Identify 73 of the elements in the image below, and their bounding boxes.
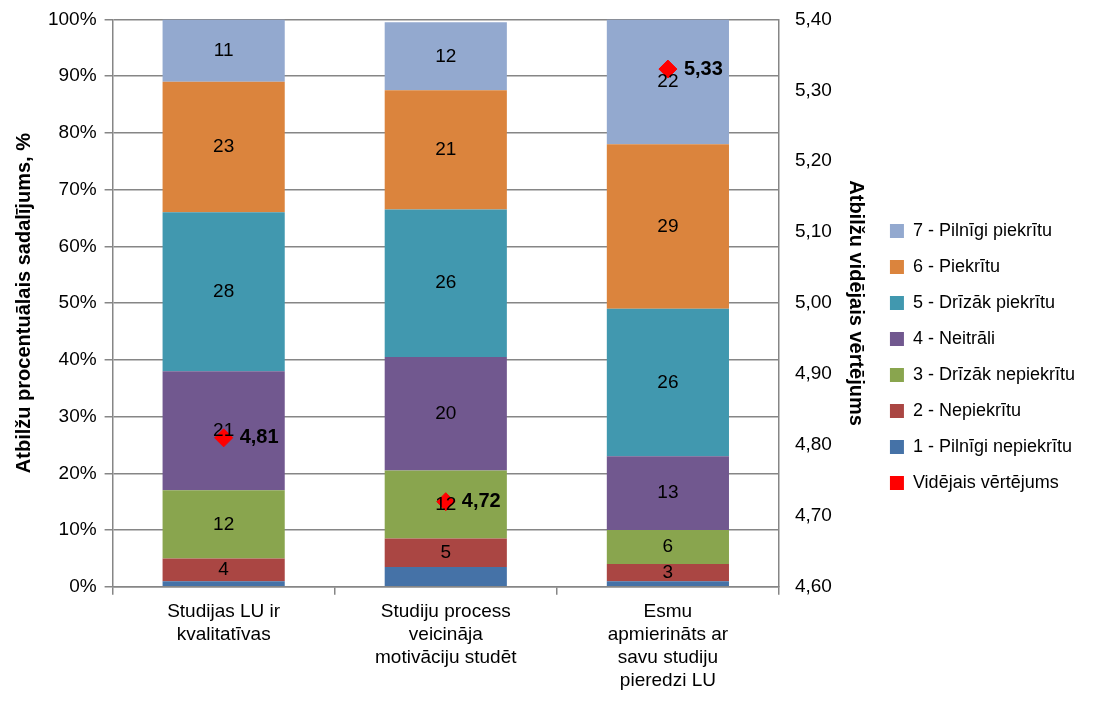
bar xyxy=(384,209,507,357)
y2-tick-label: 4,90 xyxy=(794,362,832,384)
data-label: 26 xyxy=(657,370,679,392)
y2-tick-label: 5,00 xyxy=(794,291,832,313)
legend-label: 2 - Nepiekrītu xyxy=(912,399,1021,420)
bar xyxy=(162,19,285,82)
legend-label: 7 - Pilnīgi piekrītu xyxy=(912,219,1052,240)
y2-tick-label: 4,80 xyxy=(794,433,832,455)
bar xyxy=(384,470,507,539)
y-tick-label: 30% xyxy=(58,404,97,426)
x-tick-label: Esmu apmierināts ar savu studiju pieredzi LU xyxy=(607,600,729,690)
data-label: 23 xyxy=(213,135,235,157)
legend-label: 3 - Drīzāk nepiekrītu xyxy=(912,363,1075,384)
bar xyxy=(162,581,285,587)
bar xyxy=(162,81,285,213)
bar xyxy=(606,144,729,309)
y-axis-title: Atbilžu procentuālais sadalījums, % xyxy=(11,132,34,474)
legend-label: 1 - Pilnīgi nepiekrītu xyxy=(912,435,1073,456)
x-tick-label: Studiju process veicināja motivāciju studēt xyxy=(375,600,518,668)
data-label: 22 xyxy=(657,70,679,92)
y2-tick-label: 5,40 xyxy=(794,7,832,29)
bar xyxy=(384,357,507,471)
y-tick-label: 70% xyxy=(58,177,97,199)
y2-tick-label: 4,70 xyxy=(794,504,832,526)
bar xyxy=(606,564,729,582)
data-label: 12 xyxy=(213,512,235,534)
data-label: 3 xyxy=(662,560,674,582)
y-tick-label: 50% xyxy=(58,291,97,313)
y-tick-label: 100% xyxy=(47,7,97,29)
data-label: 5,33 xyxy=(683,56,723,79)
bar xyxy=(162,490,285,559)
data-label: 26 xyxy=(435,271,457,293)
y-tick-label: 40% xyxy=(58,348,97,370)
y2-tick-label: 5,30 xyxy=(794,78,832,100)
bar xyxy=(606,581,729,587)
bar xyxy=(384,538,507,567)
bar xyxy=(162,371,285,491)
bar xyxy=(606,530,729,565)
bar xyxy=(606,456,729,531)
legend-label: Vidējais vērtējums xyxy=(912,471,1059,492)
legend-label: 6 - Piekrītu xyxy=(912,255,1000,276)
y-tick-label: 0% xyxy=(69,575,97,597)
y2-tick-label: 5,20 xyxy=(794,149,832,171)
x-tick-label: Studijas LU ir kvalitatīvas xyxy=(167,600,281,645)
y-tick-label: 60% xyxy=(58,234,97,256)
data-label: 4,72 xyxy=(461,489,501,512)
data-label: 13 xyxy=(657,481,679,503)
y2-axis-title: Atbilžu vidējais vērtējums xyxy=(846,180,869,426)
data-label: 4,81 xyxy=(239,425,279,448)
data-label: 28 xyxy=(213,279,235,301)
data-label: 29 xyxy=(657,214,679,236)
bar xyxy=(384,90,507,210)
bar xyxy=(606,19,729,145)
data-label: 11 xyxy=(213,38,234,60)
data-label: 12 xyxy=(435,44,457,66)
data-label: 6 xyxy=(662,535,674,557)
data-label: 20 xyxy=(435,401,457,423)
bar xyxy=(384,566,507,587)
legend-label: 4 - Neitrāli xyxy=(912,327,995,348)
bar xyxy=(162,558,285,582)
y-tick-label: 10% xyxy=(58,518,97,540)
y2-tick-label: 5,10 xyxy=(794,220,832,242)
data-label: 4 xyxy=(218,558,230,580)
bar xyxy=(606,308,729,457)
y2-tick-label: 4,60 xyxy=(794,575,832,597)
data-label: 5 xyxy=(440,540,452,562)
y-tick-label: 80% xyxy=(58,121,97,143)
y-tick-label: 20% xyxy=(58,461,97,483)
bar xyxy=(162,212,285,372)
bar xyxy=(384,22,507,91)
y-tick-label: 90% xyxy=(58,64,97,86)
data-label: 21 xyxy=(435,138,457,160)
legend-label: 5 - Drīzāk piekrītu xyxy=(912,291,1055,312)
